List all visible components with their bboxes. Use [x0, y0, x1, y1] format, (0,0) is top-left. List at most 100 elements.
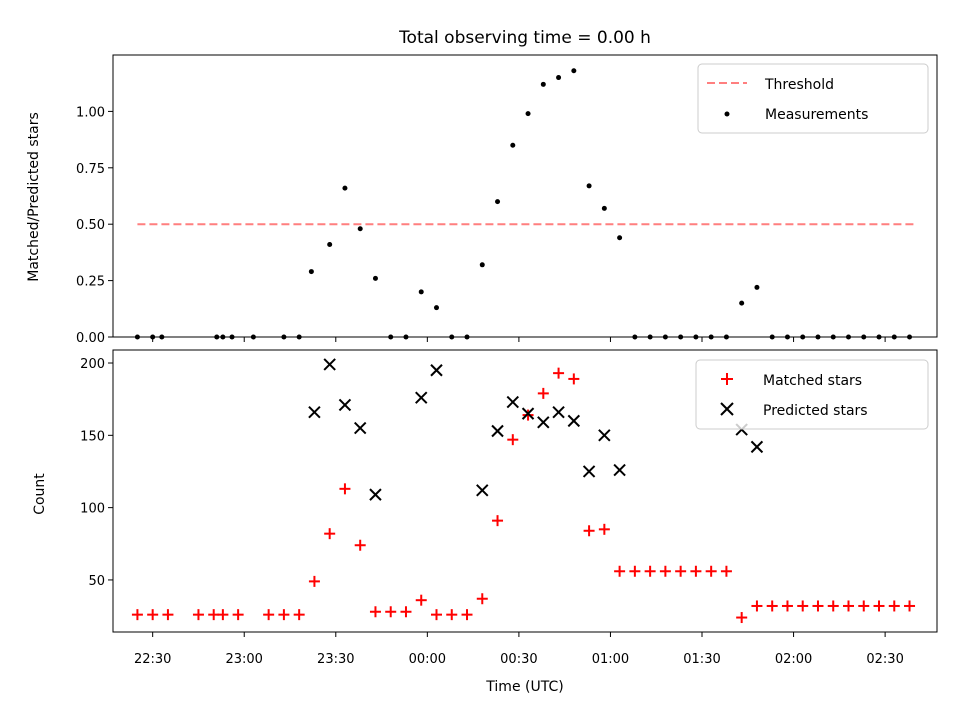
- matched-star-point: [812, 600, 824, 612]
- matched-star-point: [766, 600, 778, 612]
- predicted-star-point: [506, 395, 519, 409]
- predicted-star-point: [338, 398, 352, 412]
- predicted-star-point: [537, 416, 550, 429]
- matched-star-point: [842, 600, 854, 612]
- matched-star-point: [461, 609, 473, 621]
- matched-star-point: [858, 600, 870, 612]
- matched-star-point: [308, 575, 320, 587]
- matched-star-point: [797, 600, 809, 612]
- matched-star-point: [385, 606, 397, 618]
- matched-star-point: [369, 606, 381, 618]
- y-tick-label: 0.00: [76, 331, 105, 346]
- measurement-point: [571, 68, 577, 74]
- predicted-star-point: [750, 440, 764, 454]
- matched-star-point: [614, 565, 626, 577]
- matched-star-point: [324, 528, 336, 540]
- bottom-legend-box: [695, 359, 929, 430]
- bottom-x-axis: 22:30 23:00 23:30 00:00 00:30 01:00 01:30 02:00…: [134, 632, 904, 667]
- bottom-y-axis-label: Count: [32, 473, 48, 515]
- x-axis-label: Time (UTC): [485, 679, 563, 695]
- predicted-star-point: [491, 424, 504, 438]
- measurement-point: [327, 242, 333, 248]
- matched-star-point: [827, 600, 839, 612]
- legend-predicted-marker: [720, 402, 734, 416]
- legend-threshold-label: Threshold: [764, 77, 834, 93]
- matched-star-point: [751, 600, 763, 612]
- x-tick-label: 02:30: [866, 652, 903, 667]
- matched-star-point: [147, 609, 159, 621]
- measurement-point: [357, 226, 363, 232]
- top-legend-box: [697, 63, 929, 134]
- x-tick-label: 23:30: [317, 652, 354, 667]
- predicted-star-point: [598, 429, 611, 442]
- measurement-point: [556, 75, 562, 81]
- x-tick-label: 02:00: [775, 652, 812, 667]
- measurement-point: [617, 235, 623, 241]
- matched-star-point: [278, 609, 290, 621]
- measurement-point: [601, 205, 607, 211]
- x-tick-label: 22:30: [134, 652, 171, 667]
- matched-star-point: [675, 565, 687, 577]
- matched-star-point: [507, 434, 519, 446]
- y-tick-label: 200: [80, 357, 105, 372]
- matched-star-point: [781, 600, 793, 612]
- matched-star-point: [131, 609, 143, 621]
- measurement-point: [433, 305, 439, 311]
- matched-star-point: [720, 565, 732, 577]
- matched-star-point: [629, 565, 641, 577]
- bottom-y-axis: 50 100 150 200: [80, 357, 113, 589]
- predicted-star-point: [369, 488, 382, 501]
- legend-measurement-marker: [724, 111, 730, 117]
- measurement-point: [372, 275, 378, 281]
- predicted-star-point: [552, 405, 565, 419]
- measurement-point: [479, 262, 485, 268]
- matched-star-point: [568, 373, 580, 385]
- matched-star-point: [583, 525, 595, 537]
- y-tick-label: 100: [80, 502, 105, 517]
- bottom-plot-frame: [112, 349, 938, 633]
- legend-predicted-label: Predicted stars: [763, 403, 868, 419]
- matched-star-point: [162, 609, 174, 621]
- predicted-star-point: [430, 364, 443, 377]
- predicted-star-point: [613, 463, 626, 477]
- x-tick-label: 00:30: [500, 652, 537, 667]
- measurement-point: [308, 269, 314, 275]
- legend-matched-marker: [721, 373, 733, 385]
- legend-measurements-label: Measurements: [765, 107, 868, 123]
- matched-star-point: [522, 409, 534, 421]
- matched-star-point: [705, 565, 717, 577]
- measurement-point: [342, 185, 348, 191]
- y-tick-label: 0.75: [76, 162, 105, 177]
- legend-matched-label: Matched stars: [763, 373, 862, 389]
- matched-star-point: [400, 606, 412, 618]
- top-y-axis: 0.00 0.25 0.50 0.75 1.00: [76, 105, 113, 346]
- matched-star-point: [217, 609, 229, 621]
- matched-star-point: [736, 612, 748, 624]
- matched-star-point: [598, 523, 610, 535]
- matched-star-point: [904, 600, 916, 612]
- top-plot-frame: [112, 54, 938, 338]
- y-tick-label: 1.00: [76, 105, 105, 120]
- y-tick-label: 0.25: [76, 275, 105, 290]
- matched-star-point: [192, 609, 204, 621]
- measurement-point: [754, 284, 760, 290]
- x-tick-label: 01:00: [592, 652, 629, 667]
- predicted-star-point: [353, 421, 367, 435]
- y-tick-label: 50: [88, 574, 105, 589]
- matched-star-point: [339, 483, 351, 495]
- predicted-star-point: [415, 391, 428, 404]
- matched-star-point: [354, 539, 366, 551]
- matched-star-point: [690, 565, 702, 577]
- measurement-point: [510, 142, 516, 148]
- measurement-point: [540, 81, 546, 87]
- bottom-points: [131, 358, 916, 624]
- matched-star-point: [476, 593, 488, 605]
- matched-star-point: [888, 600, 900, 612]
- predicted-star-point: [308, 405, 321, 419]
- measurement-point: [739, 300, 745, 306]
- predicted-star-point: [521, 407, 535, 420]
- matched-star-point: [293, 609, 305, 621]
- predicted-star-point: [567, 414, 581, 428]
- measurement-point: [418, 289, 424, 295]
